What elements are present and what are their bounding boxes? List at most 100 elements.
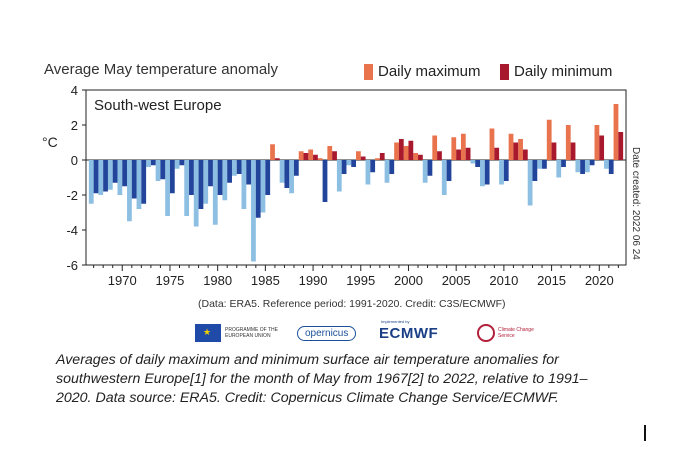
bar-daily-maximum-1968: [98, 160, 104, 195]
bar-daily-maximum-1977: [184, 160, 190, 216]
bar-daily-minimum-1990: [313, 154, 318, 160]
ecmwf-tagline: Implemented by: [381, 319, 410, 324]
bar-daily-maximum-1973: [146, 160, 151, 167]
bar-daily-minimum-1967: [93, 160, 99, 194]
bar-daily-maximum-2010: [499, 160, 504, 185]
bar-daily-minimum-1971: [131, 160, 137, 199]
bar-daily-maximum-1980: [212, 160, 218, 225]
bar-daily-minimum-1986: [274, 158, 280, 160]
bar-daily-minimum-2017: [570, 142, 576, 160]
bar-daily-minimum-1981: [227, 160, 232, 183]
bar-daily-minimum-1982: [236, 160, 242, 174]
legend-swatch-daily-maximum: [364, 64, 373, 80]
bar-daily-maximum-1967: [88, 160, 94, 204]
bar-daily-minimum-1996: [370, 160, 376, 173]
bar-daily-minimum-2013: [532, 160, 538, 181]
bar-daily-minimum-1978: [198, 160, 204, 209]
bar-daily-maximum-1985: [260, 160, 266, 213]
y-axis-ticks: 4 2 0 -2 -4 -6: [66, 83, 86, 273]
bar-daily-minimum-2003: [437, 151, 442, 160]
bar-daily-maximum-1995: [356, 151, 361, 160]
bar-daily-minimum-1974: [160, 160, 166, 180]
bar-daily-minimum-1994: [351, 160, 356, 167]
bar-daily-minimum-2011: [513, 142, 519, 160]
bar-daily-minimum-2014: [542, 160, 547, 169]
c3s-circle-icon: [477, 324, 495, 342]
bar-daily-maximum-1999: [394, 142, 399, 160]
bar-daily-maximum-1997: [375, 158, 380, 160]
bar-daily-minimum-1991: [322, 160, 328, 202]
eu-flag-icon: [195, 324, 221, 342]
bar-daily-maximum-1991: [317, 158, 323, 160]
bar-daily-minimum-2006: [465, 147, 471, 160]
bar-daily-minimum-1973: [150, 160, 156, 166]
x-tick-label: 2005: [442, 273, 471, 288]
bar-daily-maximum-1976: [174, 160, 180, 169]
y-tick-label: -2: [66, 188, 78, 203]
legend-swatch-daily-minimum: [500, 64, 509, 80]
partner-logos: PROGRAMME OF THE EUROPEAN UNION opernicu…: [195, 319, 538, 346]
bar-daily-minimum-2000: [408, 140, 414, 160]
bars-daily-maximum: [88, 104, 619, 262]
data-credit-note: (Data: ERA5. Reference period: 1991-2020…: [198, 298, 506, 310]
bar-daily-minimum-2015: [551, 142, 557, 160]
bar-daily-maximum-1992: [327, 146, 333, 160]
bar-daily-minimum-2007: [475, 160, 481, 167]
bar-daily-minimum-1975: [169, 160, 175, 194]
bar-daily-minimum-1977: [189, 160, 194, 195]
bar-daily-minimum-1969: [112, 160, 118, 183]
x-tick-label: 1975: [155, 273, 184, 288]
c3s-logo: Climate Change Service: [477, 322, 538, 344]
x-tick-label: 2010: [489, 273, 518, 288]
bars-daily-minimum: [93, 132, 624, 218]
x-tick-label: 1980: [203, 273, 232, 288]
bar-daily-maximum-2004: [441, 160, 447, 195]
bar-daily-minimum-1999: [398, 139, 404, 160]
bar-daily-minimum-2010: [503, 160, 509, 181]
bar-daily-minimum-1985: [265, 160, 271, 195]
bar-daily-maximum-1981: [222, 160, 228, 201]
figure-caption: Averages of daily maximum and minimum su…: [56, 352, 588, 406]
y-axis-unit-label: °C: [42, 134, 58, 150]
bar-daily-maximum-1988: [289, 160, 294, 194]
bar-daily-maximum-2015: [546, 119, 552, 160]
bar-daily-minimum-1989: [303, 153, 309, 160]
bar-daily-minimum-1976: [179, 160, 185, 166]
bar-daily-minimum-2001: [418, 154, 423, 160]
bar-daily-maximum-1983: [241, 160, 247, 209]
bar-daily-minimum-2018: [580, 160, 585, 174]
bar-daily-minimum-1970: [122, 160, 128, 187]
bar-daily-maximum-2009: [489, 128, 495, 160]
legend-label-daily-minimum: Daily minimum: [514, 63, 612, 80]
bar-daily-minimum-1987: [284, 160, 290, 188]
bar-daily-minimum-1988: [293, 160, 299, 176]
bar-daily-minimum-1972: [141, 160, 147, 204]
ecmwf-wordmark: ECMWF: [379, 324, 439, 342]
bar-daily-maximum-2018: [575, 160, 581, 173]
bar-daily-minimum-2022: [618, 132, 624, 160]
bar-daily-minimum-1979: [208, 160, 213, 187]
bar-daily-maximum-2002: [422, 160, 428, 183]
bar-daily-maximum-2019: [584, 160, 590, 173]
chart-canvas: Average May temperature anomaly Daily ma…: [42, 61, 641, 310]
bar-daily-maximum-1974: [155, 160, 161, 181]
bar-daily-maximum-2005: [451, 137, 457, 160]
x-tick-label: 2015: [537, 273, 566, 288]
x-axis-ticks: 1970 1975 1980 1985 1990 1995 2000 2005 2010 2015…: [93, 265, 619, 288]
bar-daily-maximum-1975: [165, 160, 170, 216]
bar-daily-minimum-1998: [389, 160, 395, 174]
bar-daily-maximum-1986: [270, 144, 275, 160]
legend-label-daily-maximum: Daily maximum: [378, 63, 481, 80]
x-tick-label: 1995: [346, 273, 375, 288]
bar-daily-maximum-1982: [231, 160, 237, 176]
bar-daily-maximum-1994: [346, 160, 352, 166]
bar-daily-minimum-2008: [484, 160, 490, 185]
ecmwf-logo: Implemented by ECMWF: [379, 319, 439, 344]
x-tick-label: 2000: [394, 273, 423, 288]
bar-daily-maximum-1969: [107, 160, 113, 190]
bar-daily-maximum-1996: [365, 160, 371, 185]
bar-daily-maximum-2000: [403, 146, 409, 160]
bar-daily-maximum-2007: [470, 160, 476, 164]
bar-daily-minimum-2004: [446, 160, 452, 181]
y-tick-label: 0: [71, 153, 78, 168]
